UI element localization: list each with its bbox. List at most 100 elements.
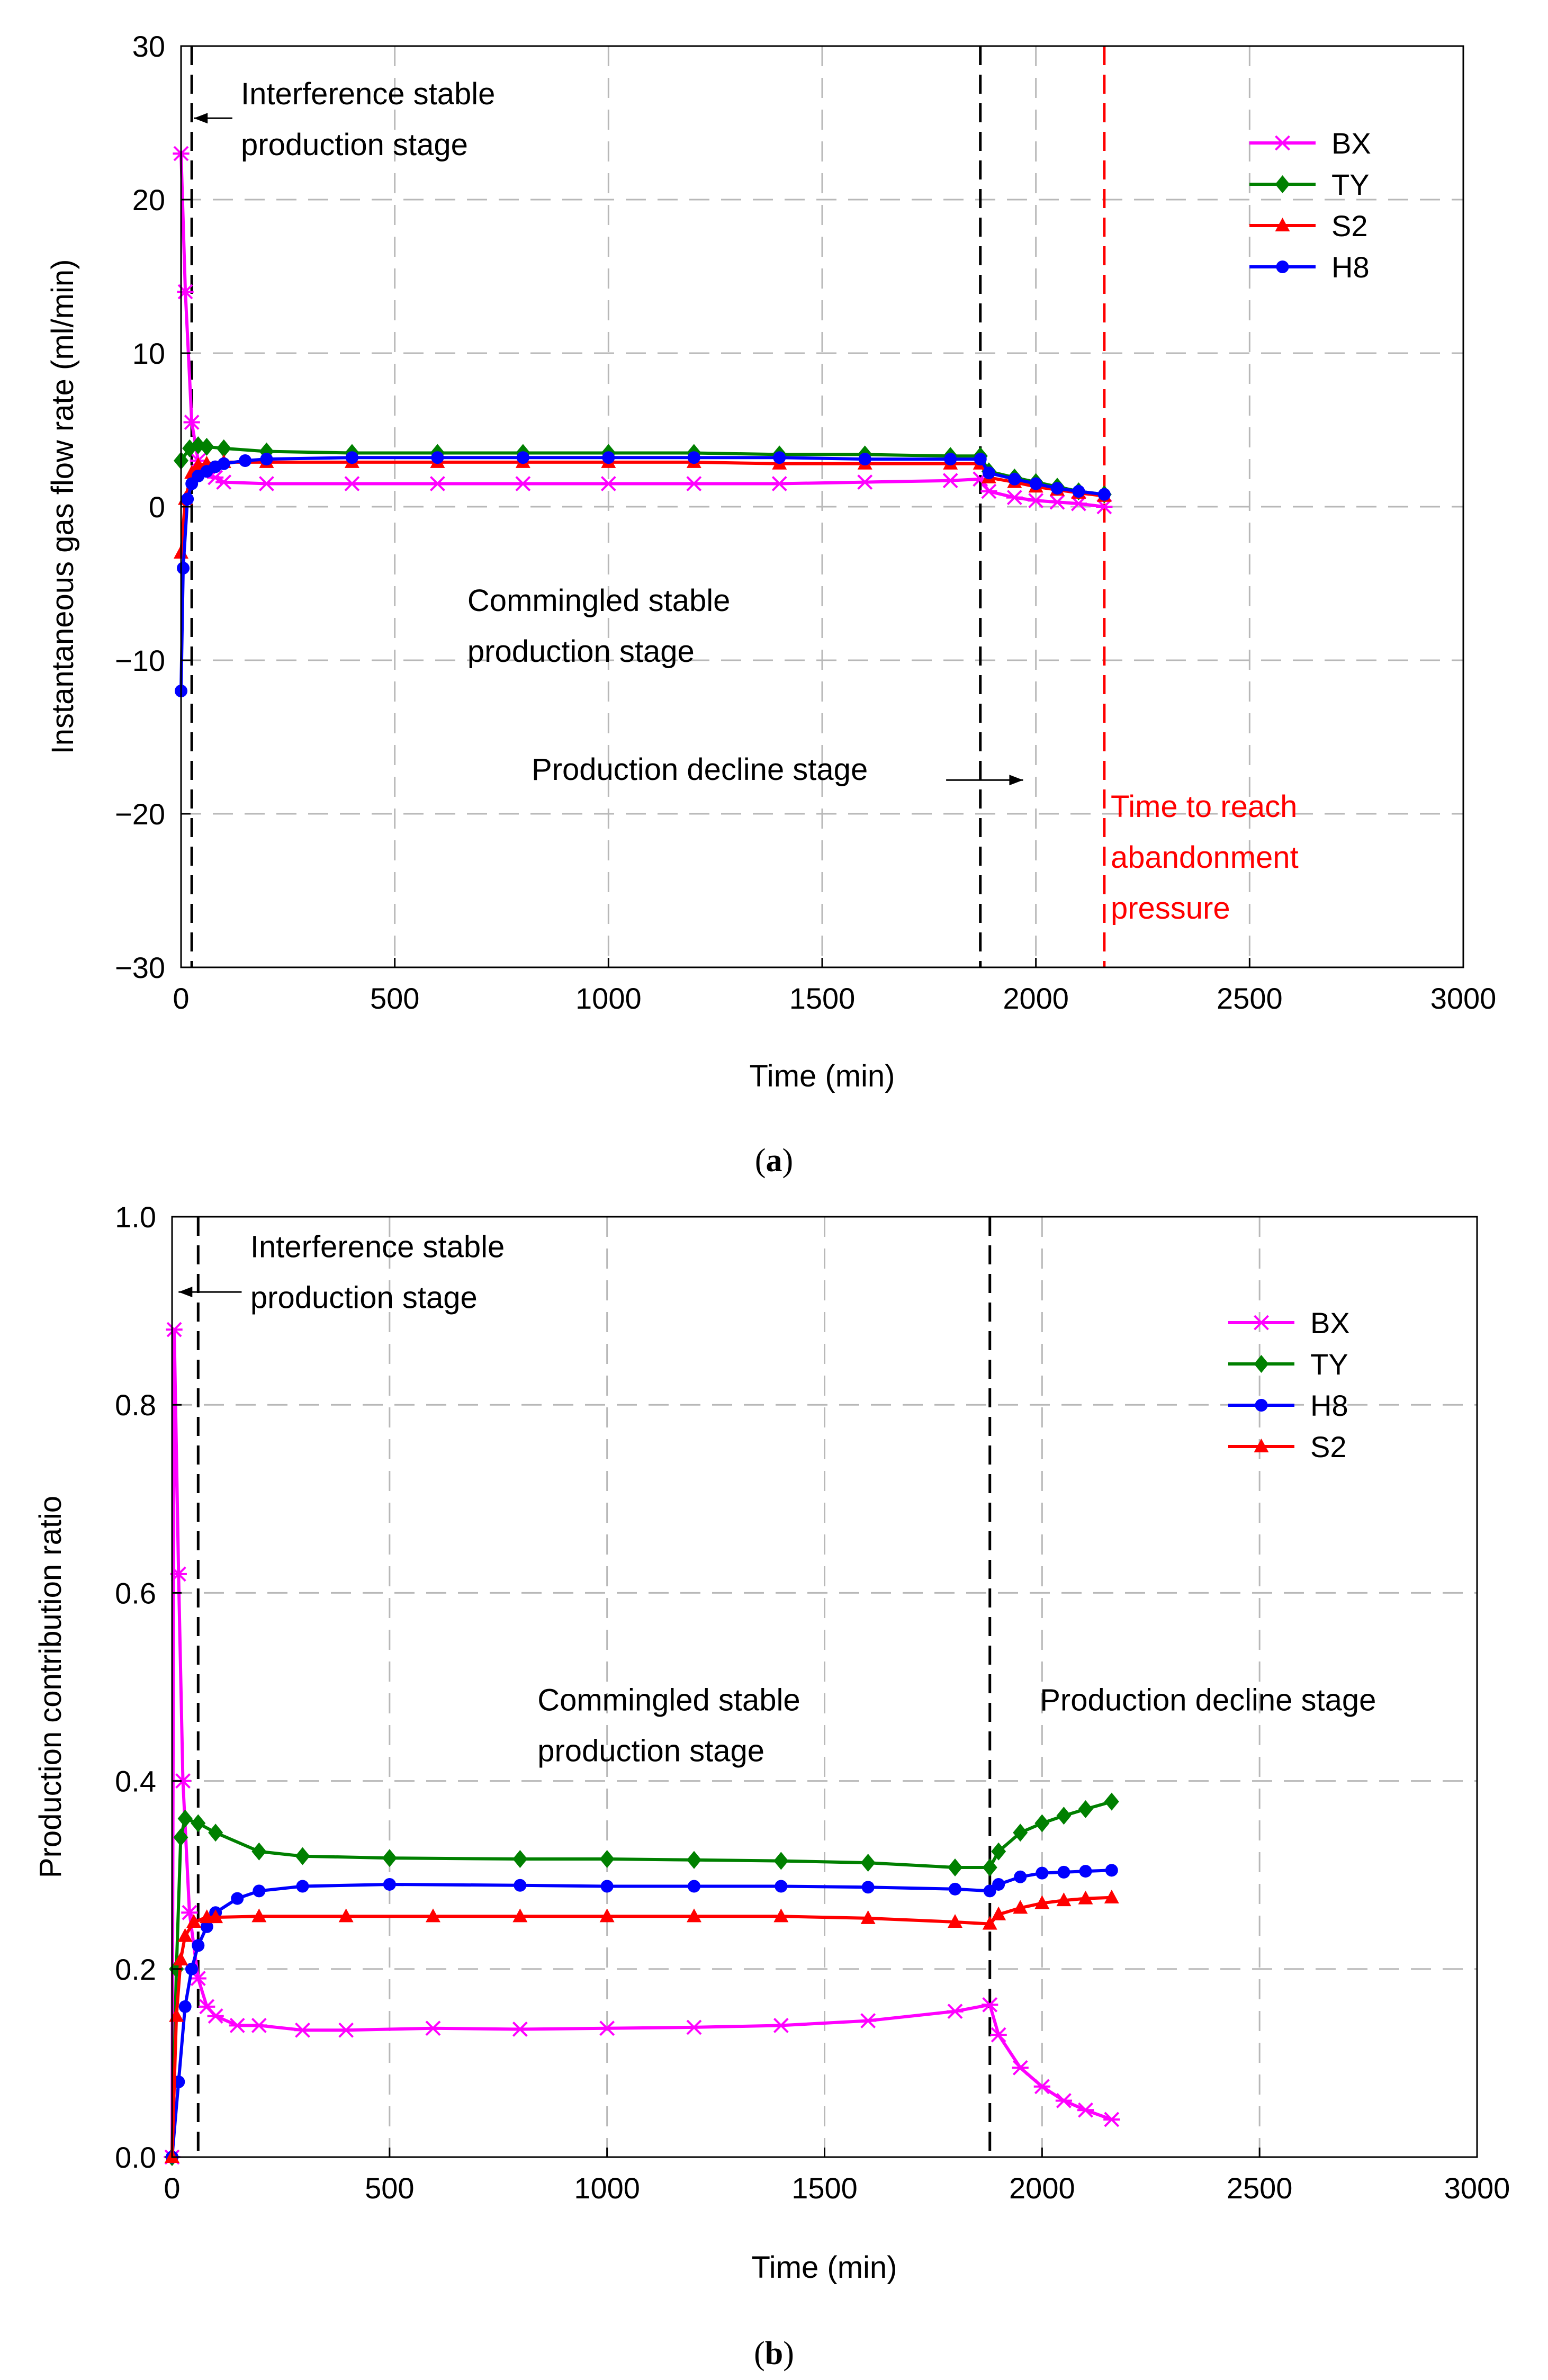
- panel-a-chart: 0 500 1000 1500 2000 2500 3000 −30 −20 −10 0 10 20 30…: [46, 30, 1496, 1179]
- data-point: [177, 1809, 193, 1828]
- data-point: [980, 483, 997, 499]
- legend-item-h8: H8: [1228, 1389, 1348, 1422]
- legend-label: S2: [1310, 1430, 1347, 1463]
- legend-item-h8: H8: [1249, 250, 1370, 284]
- data-point: [600, 476, 617, 491]
- data-point: [239, 454, 252, 467]
- data-point: [1051, 482, 1064, 495]
- x-axis-label-a: Time (min): [750, 1059, 895, 1093]
- stage-divider-lines-b: [196, 1217, 992, 2157]
- data-point: [296, 1880, 309, 1893]
- data-point: [599, 1908, 615, 1923]
- legend-label: S2: [1331, 209, 1368, 243]
- legend-item-bx: BX: [1249, 127, 1371, 160]
- legend-item-bx: BX: [1228, 1306, 1350, 1340]
- data-point: [942, 473, 959, 489]
- data-point: [991, 1906, 1006, 1920]
- legend-marker: [1276, 261, 1289, 273]
- y-tick-label: 20: [132, 183, 165, 217]
- data-point: [947, 2004, 964, 2019]
- data-point: [602, 451, 615, 464]
- legend-label: H8: [1331, 250, 1370, 284]
- y-tick-label: 30: [132, 30, 165, 63]
- y-tick-label: 0.8: [115, 1388, 156, 1422]
- data-point: [983, 1884, 996, 1898]
- data-point: [199, 437, 214, 456]
- data-point: [1056, 1892, 1072, 1907]
- data-series-a: [173, 146, 1113, 697]
- data-point: [258, 476, 275, 491]
- annotation-arrowhead: [194, 113, 208, 124]
- annotation-text: Commingled stable: [537, 1683, 800, 1717]
- data-point: [990, 2027, 1007, 2043]
- legend-marker: [1255, 1399, 1268, 1412]
- data-point: [1055, 2093, 1073, 2108]
- data-point: [687, 1851, 701, 1869]
- gridlines-a: [181, 46, 1463, 967]
- data-point: [514, 1879, 527, 1892]
- annotation-text: abandonment: [1111, 840, 1299, 875]
- caption-letter-b: b: [765, 2336, 783, 2372]
- x-tick-label: 0: [173, 982, 189, 1015]
- series-line: [170, 1800, 1112, 2158]
- data-point: [1104, 1889, 1119, 1903]
- annotation-text: production stage: [467, 634, 695, 669]
- annotation-text: Interference stable: [241, 77, 495, 111]
- data-point: [345, 451, 358, 464]
- data-point: [338, 2022, 355, 2038]
- y-tick-label: 0.0: [115, 2141, 156, 2174]
- y-tick-label: 0.6: [115, 1576, 156, 1610]
- data-point: [1079, 1865, 1092, 1878]
- y-tick-label: −20: [115, 797, 165, 831]
- data-point: [1103, 2112, 1120, 2127]
- legend-label: BX: [1331, 127, 1371, 160]
- data-point: [858, 453, 871, 466]
- data-point: [516, 451, 529, 464]
- data-point: [1034, 1895, 1050, 1909]
- data-point: [1078, 1800, 1093, 1818]
- data-point: [382, 1849, 397, 1867]
- data-point: [1029, 477, 1042, 490]
- data-point: [686, 2019, 703, 2035]
- data-point: [511, 2022, 528, 2037]
- annotation-text: Commingled stable: [467, 583, 730, 618]
- data-point: [231, 1892, 244, 1905]
- annotation: Production decline stage: [1040, 1683, 1376, 1717]
- legend-label: TY: [1331, 168, 1370, 201]
- data-point: [294, 2022, 311, 2038]
- legend-item-s2: S2: [1228, 1430, 1347, 1463]
- y-tick-label: 1.0: [115, 1200, 156, 1234]
- legend-item-ty: TY: [1249, 168, 1370, 201]
- annotation: Production decline stage: [532, 752, 1023, 787]
- data-point: [1014, 1870, 1027, 1883]
- data-point: [687, 1908, 701, 1923]
- data-point: [992, 1878, 1005, 1891]
- data-point: [1097, 488, 1111, 501]
- y-tick-label: 0.4: [115, 1765, 156, 1798]
- data-point: [982, 1858, 997, 1876]
- data-point: [1070, 496, 1087, 511]
- x-tick-label: 1000: [574, 2171, 640, 2205]
- annotation-arrowhead: [178, 1287, 193, 1298]
- data-point: [186, 1914, 202, 1928]
- data-point: [185, 1962, 198, 1975]
- data-point: [217, 457, 230, 470]
- legend-item-ty: TY: [1228, 1348, 1348, 1381]
- data-point: [773, 1908, 789, 1923]
- plot-area-b: [172, 1217, 1477, 2157]
- legend-marker: [1275, 218, 1290, 231]
- y-tick-label: 0: [149, 490, 165, 524]
- data-point: [1013, 1900, 1028, 1914]
- data-point: [991, 1842, 1006, 1861]
- legend-b: BX TY H8 S2: [1228, 1306, 1350, 1463]
- data-point: [860, 2013, 877, 2028]
- caption-a: (a): [755, 1143, 793, 1179]
- axis-ticks-a: 0 500 1000 1500 2000 2500 3000 −30 −20 −10 0 10 20 30: [115, 30, 1496, 1015]
- annotation-text: Production decline stage: [532, 752, 868, 787]
- data-point: [429, 476, 446, 491]
- legend-marker: [1274, 135, 1291, 151]
- data-point: [1008, 472, 1021, 486]
- data-point: [173, 1952, 188, 1966]
